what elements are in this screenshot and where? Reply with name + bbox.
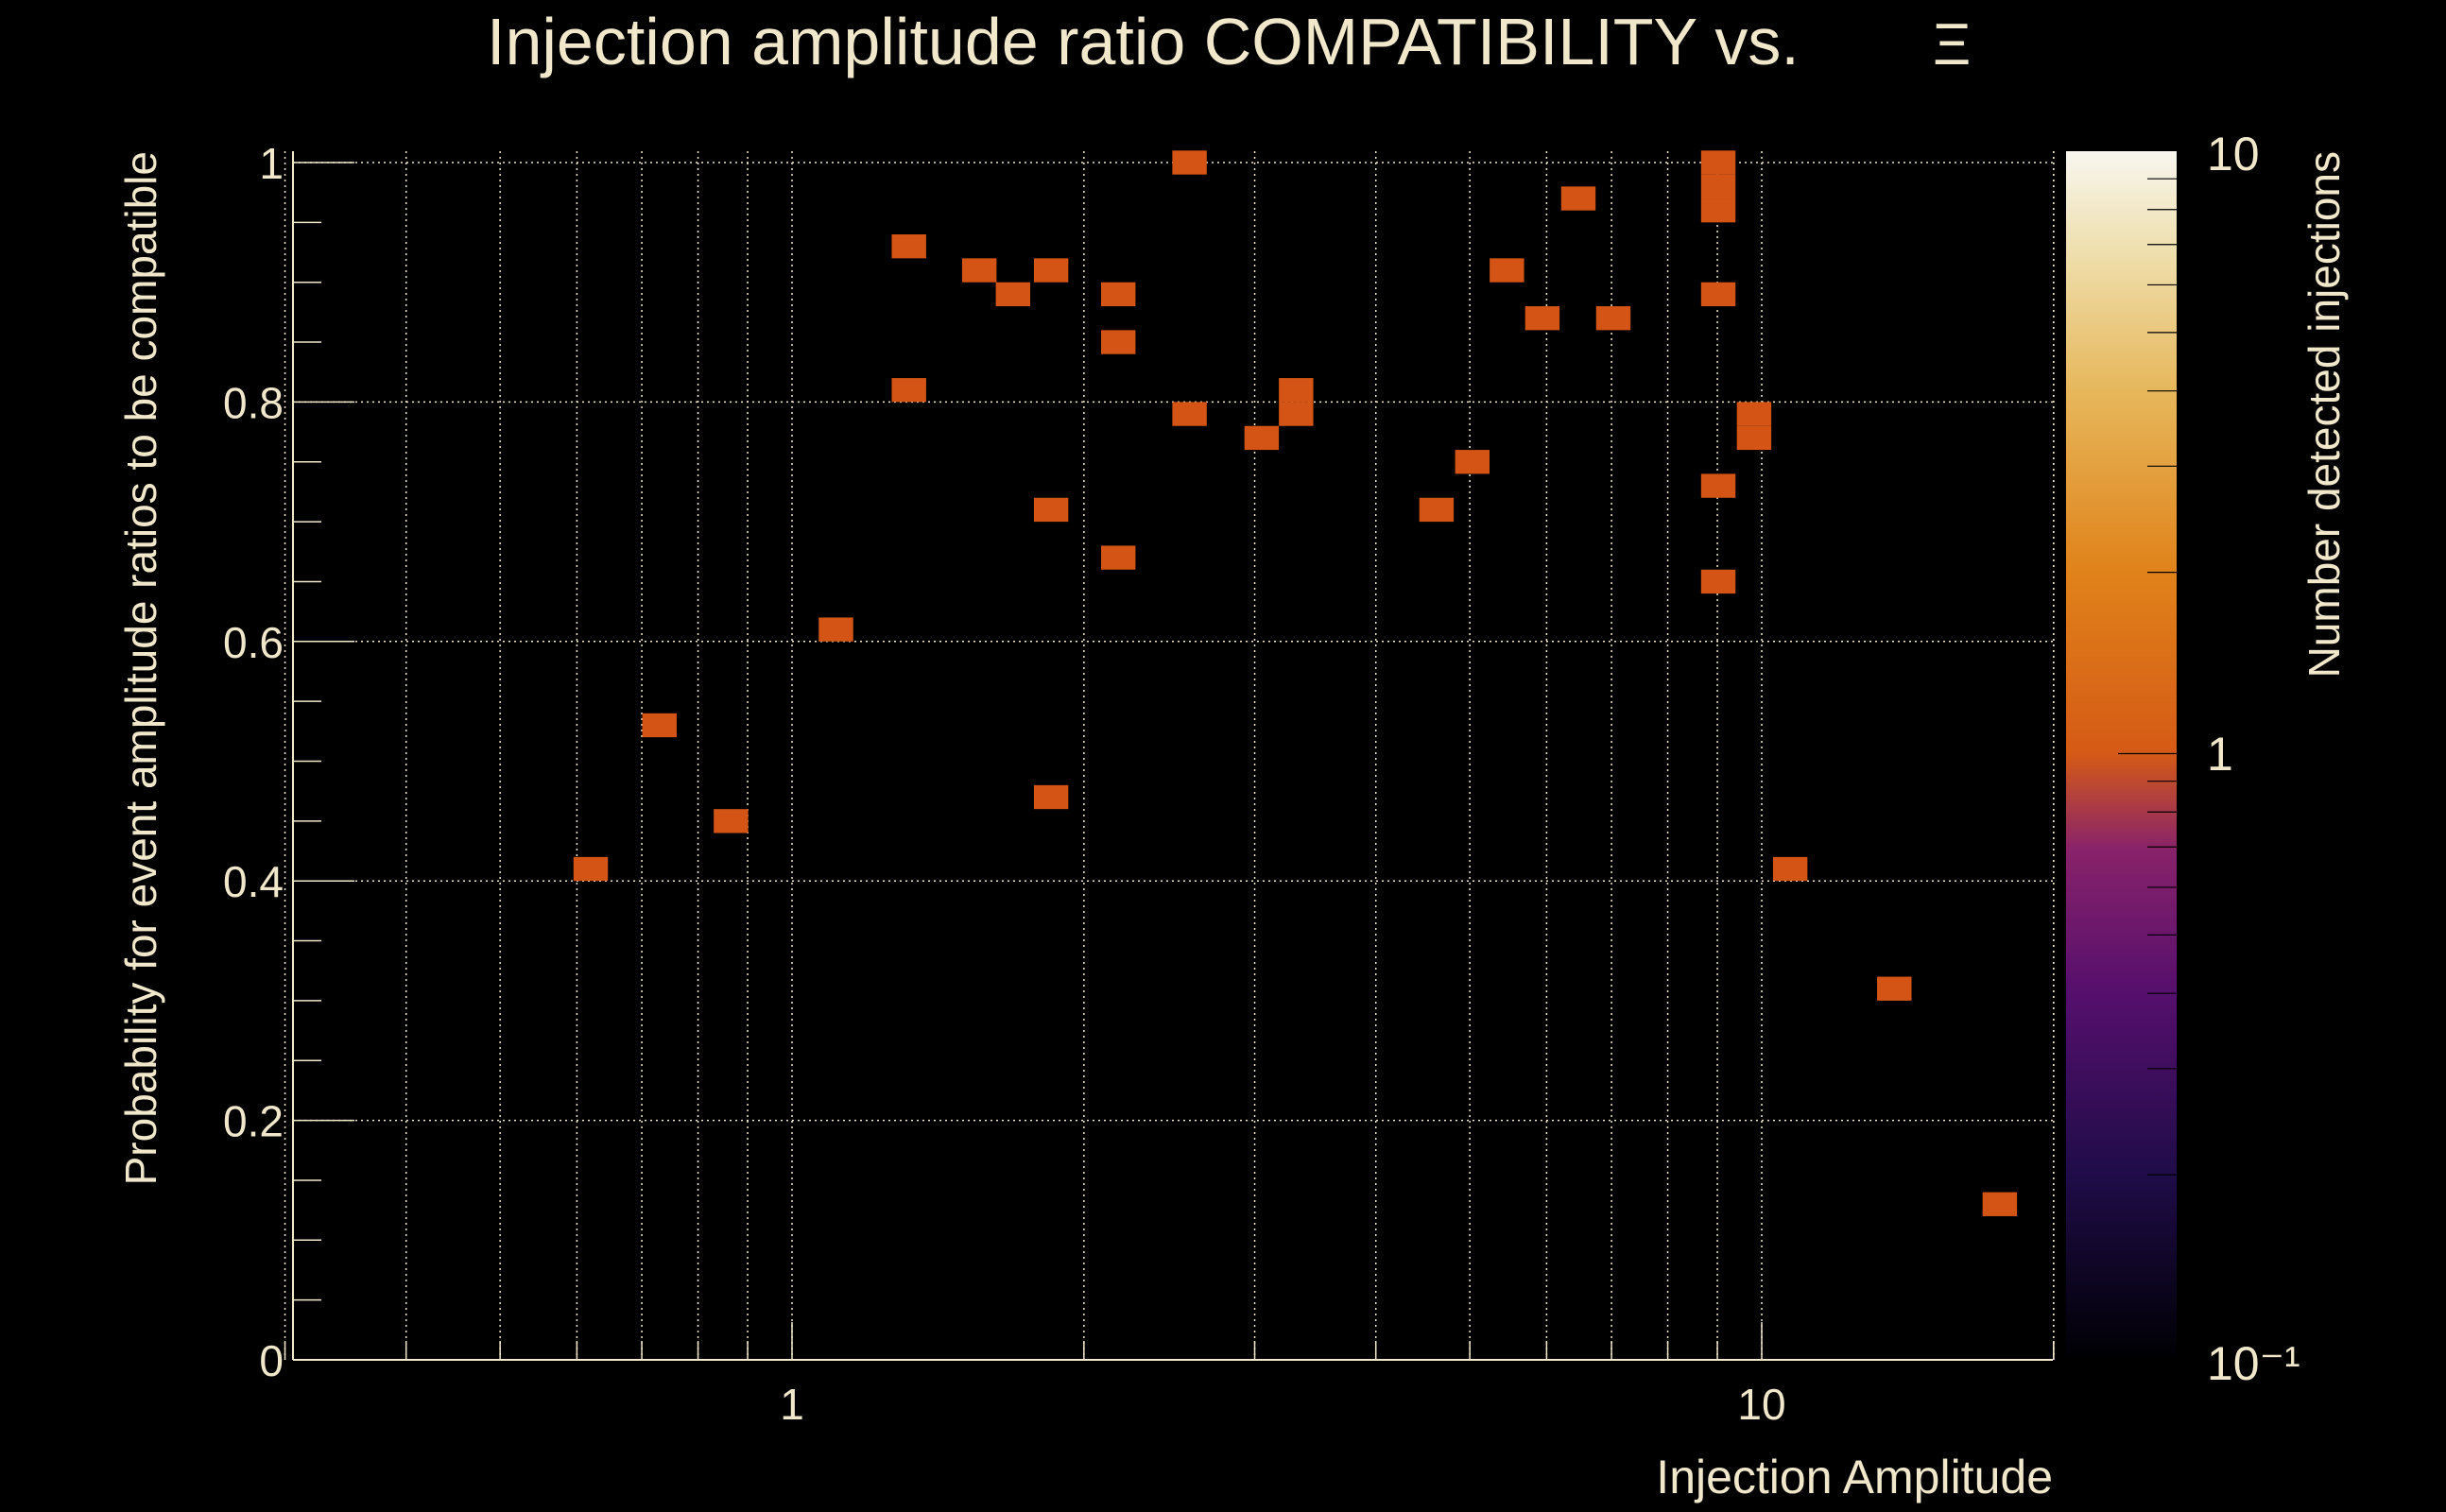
colorbar-label: Number detected injections xyxy=(2300,151,2349,678)
y-tick-label: 0.4 xyxy=(223,857,284,906)
heatmap-bin xyxy=(573,856,609,882)
heatmap-bin xyxy=(1560,186,1596,211)
heatmap-bin xyxy=(1524,306,1560,331)
heatmap-bin xyxy=(995,282,1031,307)
heatmap-bin xyxy=(1772,856,1808,882)
y-tick-label: 1 xyxy=(259,139,284,188)
heatmap-bin xyxy=(1279,402,1314,426)
heatmap-bin xyxy=(1172,402,1207,426)
chart-title-symbol: Ξ xyxy=(1933,12,1971,77)
chart-title: Injection amplitude ratio COMPATIBILITY … xyxy=(487,5,1800,78)
heatmap-bin xyxy=(1700,174,1736,199)
heatmap-bin xyxy=(642,713,677,738)
grid-lines xyxy=(284,151,2055,1361)
heatmap-bin xyxy=(1490,258,1524,283)
heatmap-bin xyxy=(1700,150,1736,175)
heatmap-bin xyxy=(1100,545,1136,570)
heatmap-bin xyxy=(1033,497,1069,523)
heatmap-bin xyxy=(1982,1192,2018,1216)
y-axis-label: Probability for event amplitude ratios t… xyxy=(116,151,165,1185)
colorbar-ticks xyxy=(2118,178,2177,1176)
heatmap-bin xyxy=(1172,150,1207,175)
heatmap-bins xyxy=(573,150,2018,1216)
heatmap-bin xyxy=(1736,425,1772,451)
heatmap-bin xyxy=(891,234,926,259)
heatmap-bin xyxy=(1244,425,1280,451)
heatmap-bin xyxy=(891,378,926,403)
colorbar-tick-label: 10⁻¹ xyxy=(2207,1337,2300,1390)
x-tick-label: 10 xyxy=(1737,1380,1785,1429)
heatmap-bin xyxy=(1419,497,1455,523)
y-tick-label: 0 xyxy=(259,1336,284,1385)
x-tick-label: 1 xyxy=(780,1380,804,1429)
heatmap-bin xyxy=(1700,198,1736,223)
heatmap-bin xyxy=(1700,282,1736,307)
heatmap-bin xyxy=(1455,450,1490,474)
heatmap-bin xyxy=(1700,473,1736,498)
heatmap-bin xyxy=(1877,976,1912,1001)
heatmap-bin xyxy=(818,617,853,642)
heatmap-bin xyxy=(1736,402,1772,426)
y-tick-label: 0.8 xyxy=(223,378,284,427)
heatmap-bin xyxy=(1595,306,1631,331)
y-tick-label: 0.6 xyxy=(223,618,284,667)
heatmap-bin xyxy=(1700,569,1736,594)
heatmap-bin xyxy=(714,809,749,833)
heatmap-bin xyxy=(1279,378,1314,403)
axes xyxy=(284,151,2055,1361)
colorbar-tick-label: 1 xyxy=(2207,728,2233,781)
x-axis-label: Injection Amplitude xyxy=(1656,1451,2053,1503)
heatmap-bin xyxy=(1033,258,1069,283)
colorbar-tick-label: 10 xyxy=(2207,128,2260,180)
heatmap-bin xyxy=(961,258,997,283)
heatmap-bin xyxy=(1100,330,1136,354)
heatmap-bin xyxy=(1033,784,1069,810)
heatmap-bin xyxy=(1100,282,1136,307)
y-tick-label: 0.2 xyxy=(223,1097,284,1146)
